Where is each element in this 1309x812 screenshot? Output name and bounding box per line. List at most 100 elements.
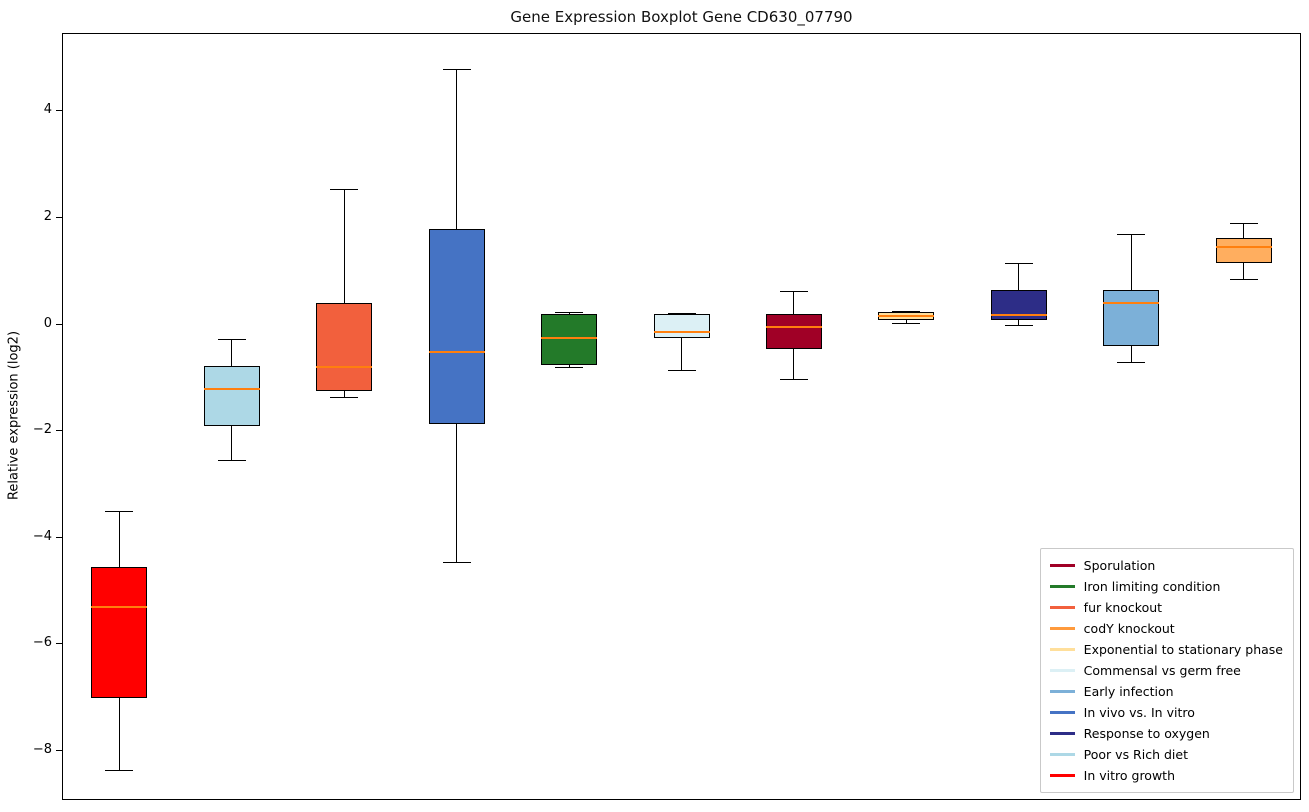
plot-area: Sporulation Iron limiting condition fur kn… (62, 33, 1301, 800)
legend-color-swatch (1049, 732, 1075, 735)
box (1215, 238, 1272, 264)
whisker-cap-top (555, 312, 584, 314)
y-tick-label: −4 (32, 528, 52, 544)
whisker-upper (343, 188, 345, 304)
legend-label: fur knockout (1083, 600, 1163, 615)
legend-color-swatch (1049, 774, 1075, 777)
legend-label: Response to oxygen (1083, 726, 1210, 741)
box (653, 313, 710, 338)
median-line (428, 351, 485, 354)
whisker-upper (1018, 263, 1020, 290)
median-line (1215, 246, 1272, 249)
y-tick-label: −6 (32, 635, 52, 651)
whisker-cap-top (217, 339, 246, 341)
whisker-cap-bottom (330, 396, 359, 398)
y-tick-label: 2 (43, 208, 52, 224)
whisker-cap-bottom (667, 369, 696, 371)
y-tick-mark (56, 323, 62, 325)
y-tick-mark (56, 750, 62, 752)
legend-item: Exponential to stationary phase (1049, 639, 1283, 660)
whisker-cap-bottom (555, 367, 584, 369)
box (428, 228, 485, 425)
legend-label: In vivo vs. In vitro (1083, 705, 1195, 720)
whisker-cap-top (1229, 223, 1258, 225)
whisker-upper (231, 339, 233, 367)
whisker-lower (1018, 320, 1020, 325)
legend-item: Sporulation (1049, 555, 1283, 576)
box (203, 366, 260, 426)
whisker-lower (231, 425, 233, 461)
box (541, 313, 598, 365)
median-line (653, 331, 710, 333)
legend-label: Exponential to stationary phase (1083, 642, 1283, 657)
median-line (316, 366, 373, 369)
legend-item: Early infection (1049, 681, 1283, 702)
legend-item: codY knockout (1049, 618, 1283, 639)
legend-color-swatch (1049, 564, 1075, 567)
y-tick-label: 4 (43, 102, 52, 118)
whisker-cap-top (667, 312, 696, 314)
whisker-lower (681, 337, 682, 370)
y-tick-label: −2 (32, 422, 52, 438)
median-line (541, 336, 598, 339)
legend-color-swatch (1049, 669, 1075, 672)
whisker-upper (1243, 223, 1245, 239)
whisker-cap-bottom (1117, 361, 1146, 363)
whisker-cap-top (330, 188, 359, 190)
box (1103, 289, 1160, 346)
y-tick-mark (56, 110, 62, 112)
whisker-cap-top (442, 68, 471, 70)
y-axis-label: Relative expression (log2) (6, 330, 22, 501)
whisker-upper (118, 511, 120, 568)
whisker-cap-bottom (892, 322, 921, 324)
legend-item: Poor vs Rich diet (1049, 744, 1283, 765)
y-tick-mark (56, 430, 62, 432)
box (91, 567, 148, 698)
whisker-lower (905, 320, 907, 323)
legend-label: Early infection (1083, 684, 1174, 699)
legend: Sporulation Iron limiting condition fur kn… (1039, 548, 1294, 793)
whisker-cap-top (105, 511, 134, 513)
legend-item: In vitro growth (1049, 765, 1283, 786)
y-tick-mark (56, 643, 62, 645)
legend-item: Commensal vs germ free (1049, 660, 1283, 681)
legend-item: Response to oxygen (1049, 723, 1283, 744)
whisker-cap-bottom (217, 460, 246, 462)
box (765, 313, 822, 349)
whisker-upper (1130, 233, 1132, 290)
legend-label: Commensal vs germ free (1083, 663, 1241, 678)
whisker-cap-top (779, 291, 808, 293)
whisker-cap-bottom (779, 378, 808, 380)
median-line (91, 606, 148, 609)
legend-label: Sporulation (1083, 558, 1156, 573)
legend-label: Poor vs Rich diet (1083, 747, 1188, 762)
whisker-upper (793, 291, 795, 314)
whisker-upper (456, 68, 458, 229)
median-line (765, 326, 822, 329)
whisker-cap-top (892, 310, 921, 312)
y-tick-label: −8 (32, 742, 52, 758)
whisker-lower (456, 424, 458, 562)
median-line (990, 314, 1047, 317)
median-line (203, 387, 260, 390)
whisker-lower (343, 391, 345, 397)
whisker-cap-bottom (442, 561, 471, 563)
box (316, 303, 373, 392)
legend-label: In vitro growth (1083, 768, 1176, 783)
legend-color-swatch (1049, 585, 1075, 588)
whisker-lower (1130, 345, 1132, 362)
whisker-lower (793, 348, 795, 379)
legend-label: codY knockout (1083, 621, 1175, 636)
y-tick-label: 0 (43, 315, 52, 331)
legend-color-swatch (1049, 648, 1075, 651)
legend-item: In vivo vs. In vitro (1049, 702, 1283, 723)
chart-title: Gene Expression Boxplot Gene CD630_07790 (510, 8, 853, 26)
whisker-cap-bottom (1229, 279, 1258, 281)
whisker-lower (1243, 263, 1245, 280)
median-line (878, 315, 935, 317)
legend-item: Iron limiting condition (1049, 576, 1283, 597)
median-line (1103, 302, 1160, 305)
legend-color-swatch (1049, 606, 1075, 609)
whisker-cap-top (1004, 263, 1033, 265)
whisker-cap-bottom (1004, 324, 1033, 326)
